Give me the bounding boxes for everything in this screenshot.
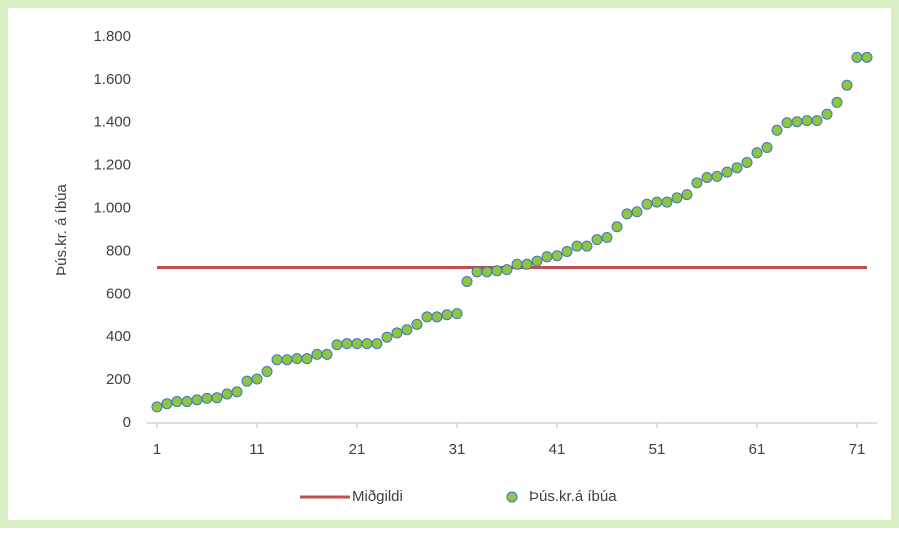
point	[781, 117, 793, 129]
point	[571, 240, 583, 252]
point	[861, 51, 873, 63]
point	[331, 339, 343, 351]
point	[341, 338, 353, 350]
y-tick-label: 400	[106, 328, 131, 345]
point	[211, 392, 223, 404]
point	[751, 147, 763, 159]
point	[311, 348, 323, 360]
point	[731, 162, 743, 174]
point	[721, 166, 733, 178]
point	[281, 354, 293, 366]
point	[321, 348, 333, 360]
x-tick-label: 51	[649, 441, 666, 458]
point	[511, 258, 523, 270]
point	[181, 396, 193, 408]
point	[761, 141, 773, 153]
point	[621, 208, 633, 220]
y-tick-label: 1.600	[93, 71, 131, 88]
point	[741, 156, 753, 168]
point	[801, 115, 813, 127]
y-axis-label: Þús.kr. á íbúa	[53, 183, 70, 275]
point	[241, 375, 253, 387]
point	[301, 353, 313, 365]
point	[401, 324, 413, 336]
point	[201, 392, 213, 404]
point	[451, 308, 463, 320]
point	[541, 251, 553, 263]
point	[831, 96, 843, 108]
point	[841, 79, 853, 91]
y-tick-label: 200	[106, 371, 131, 388]
point	[471, 266, 483, 278]
point	[791, 116, 803, 128]
x-tick-label: 41	[549, 441, 566, 458]
x-tick-label: 61	[749, 441, 766, 458]
point	[611, 221, 623, 233]
point	[171, 396, 183, 408]
point	[481, 266, 493, 278]
x-tick-label: 31	[449, 441, 466, 458]
point	[421, 311, 433, 323]
point	[531, 255, 543, 267]
point	[661, 196, 673, 208]
panel	[8, 8, 891, 520]
point	[441, 309, 453, 321]
y-tick-label: 1.200	[93, 157, 131, 174]
point	[291, 353, 303, 365]
point	[691, 177, 703, 189]
point	[701, 171, 713, 183]
point	[371, 338, 383, 350]
point	[231, 386, 243, 398]
point	[671, 192, 683, 204]
point	[551, 250, 563, 262]
point	[221, 388, 233, 400]
point	[501, 264, 513, 276]
legend-label: Miðgildi	[352, 488, 403, 505]
x-tick-label: 21	[349, 441, 366, 458]
y-tick-label: 800	[106, 242, 131, 259]
x-tick-label: 71	[849, 441, 866, 458]
point	[711, 170, 723, 182]
y-tick-label: 1.000	[93, 200, 131, 217]
point	[821, 108, 833, 120]
point	[591, 234, 603, 246]
point	[491, 265, 503, 277]
x-tick-label: 11	[249, 441, 265, 458]
x-tick-label: 1	[153, 441, 161, 458]
point	[351, 338, 363, 350]
point	[251, 373, 263, 385]
point	[191, 394, 203, 406]
point	[261, 366, 273, 378]
point	[561, 245, 573, 257]
point	[521, 258, 533, 270]
point	[381, 331, 393, 343]
y-tick-label: 0	[123, 414, 131, 431]
point	[651, 196, 663, 208]
point	[411, 318, 423, 330]
legend-label: Þús.kr.á íbúa	[529, 488, 617, 505]
point	[151, 401, 163, 413]
point	[601, 232, 613, 244]
point	[581, 240, 593, 252]
point	[271, 354, 283, 366]
point	[161, 398, 173, 410]
point	[811, 115, 823, 127]
y-tick-label: 1.400	[93, 114, 131, 131]
point	[431, 311, 443, 323]
point	[641, 198, 653, 210]
y-tick-label: 600	[106, 285, 131, 302]
y-tick-label: 1.800	[93, 28, 131, 45]
legend-swatch	[506, 491, 518, 503]
point	[681, 189, 693, 201]
point	[461, 275, 473, 287]
point	[391, 327, 403, 339]
point	[631, 206, 643, 218]
point	[771, 124, 783, 136]
point	[851, 51, 863, 63]
point	[361, 338, 373, 350]
